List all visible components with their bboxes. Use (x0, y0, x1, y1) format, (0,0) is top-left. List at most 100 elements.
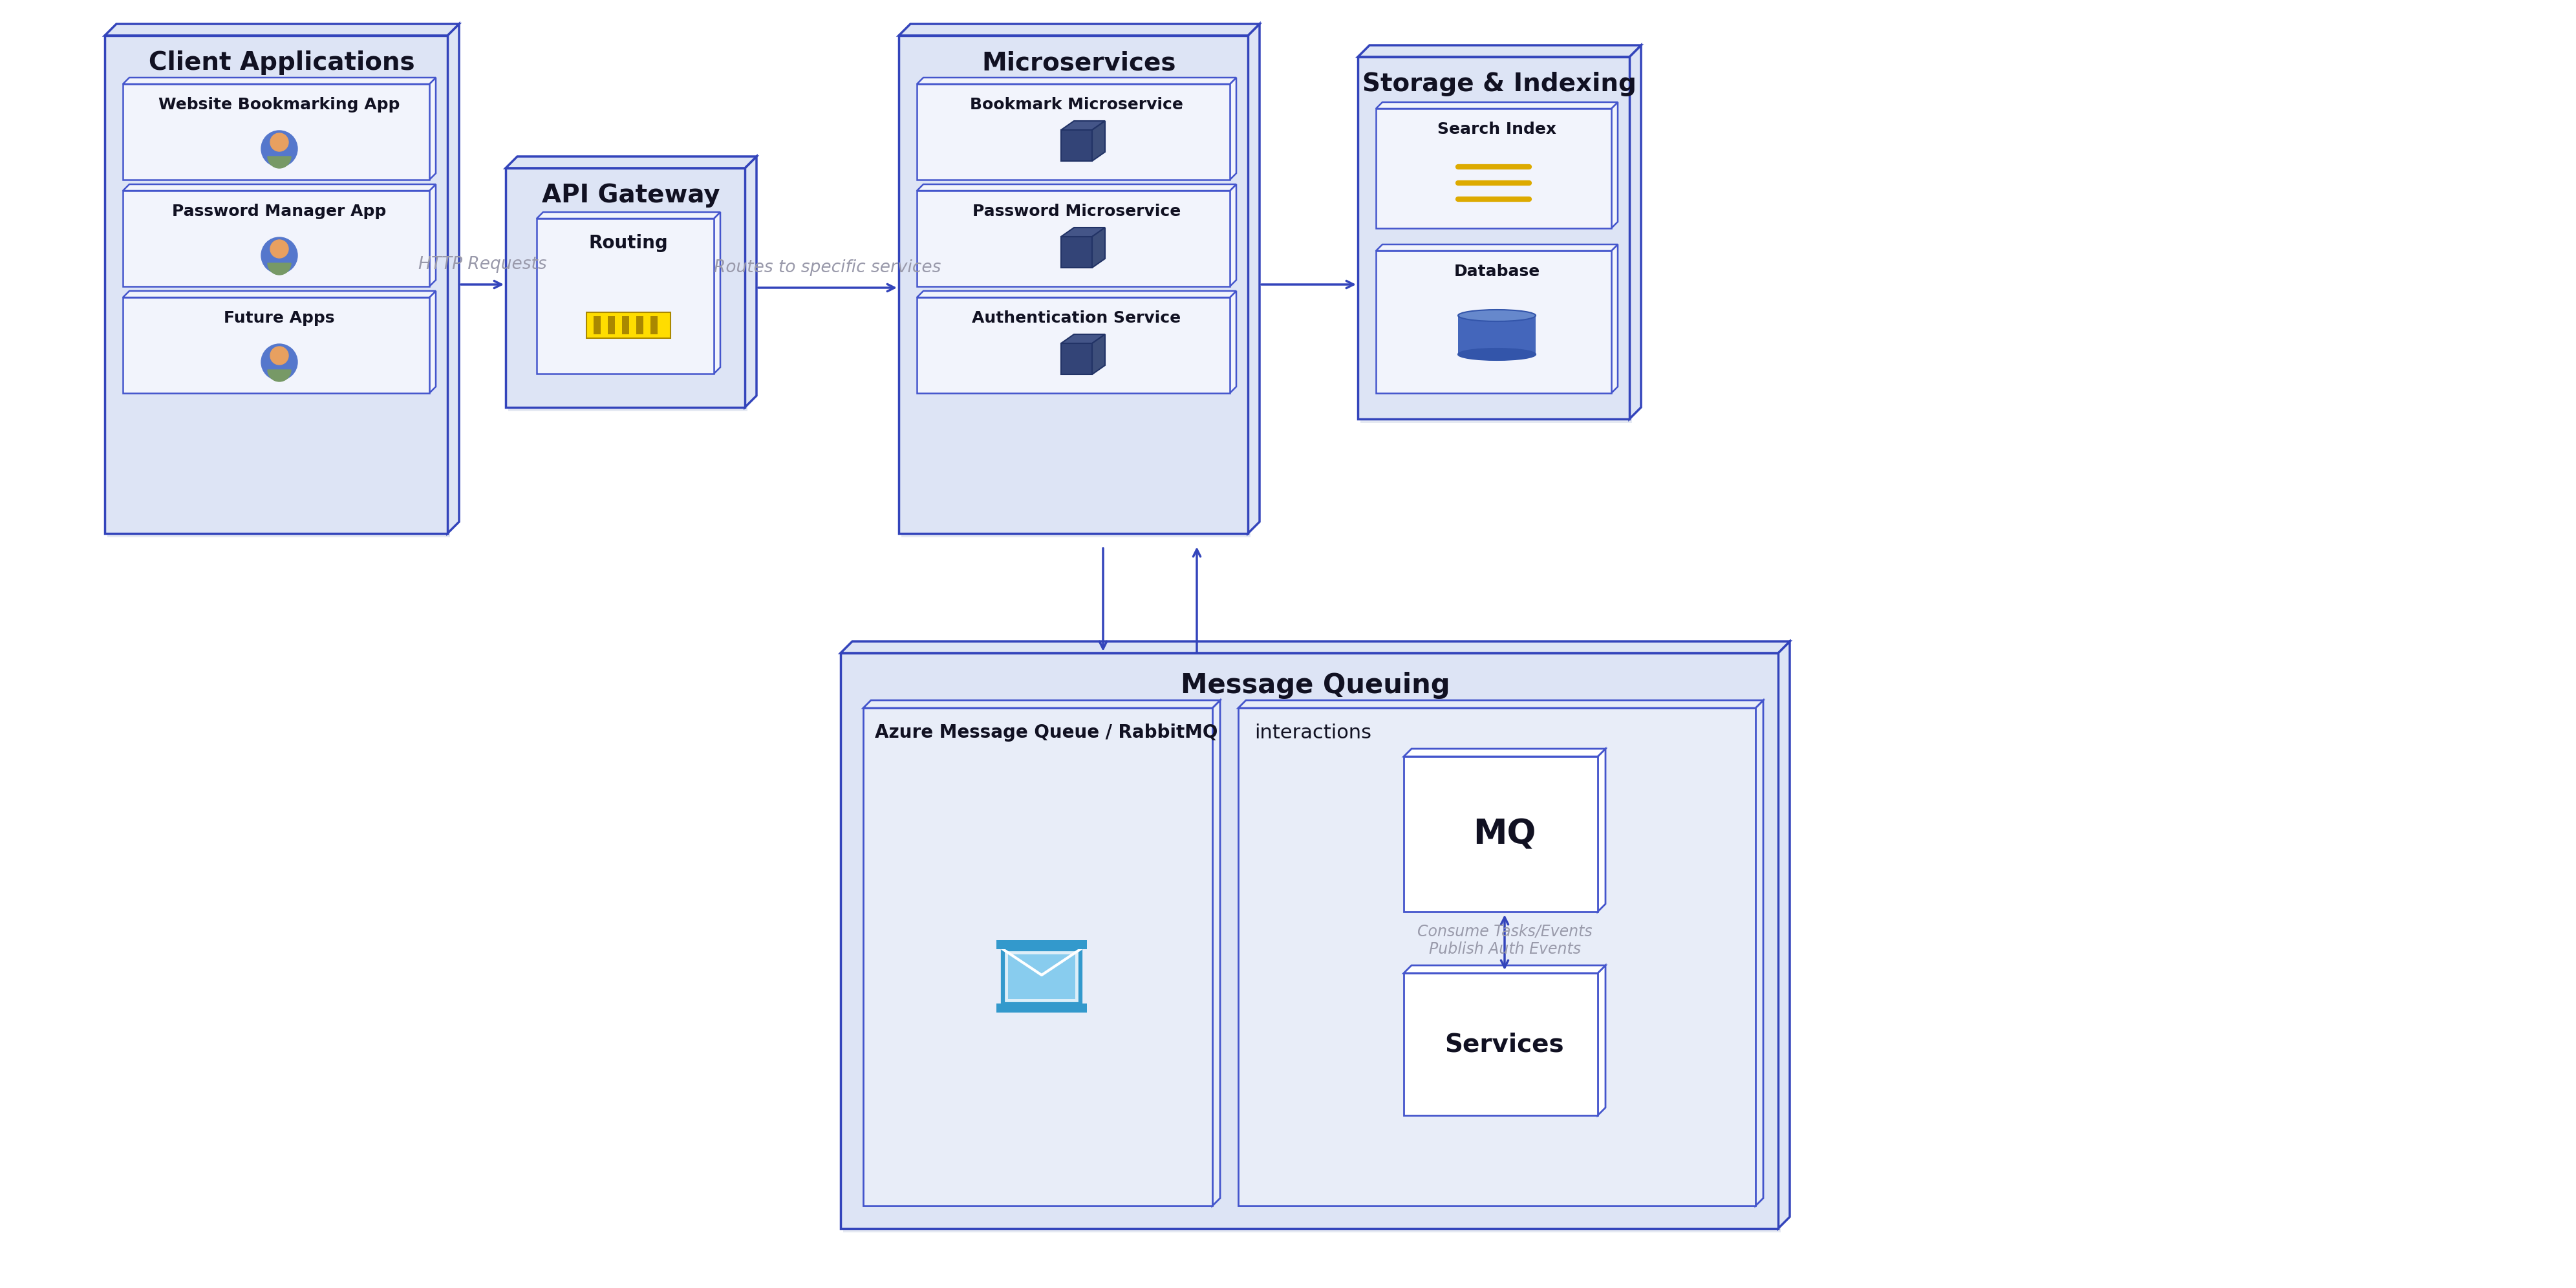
Polygon shape (1239, 701, 1762, 708)
Text: Bookmark Microservice: Bookmark Microservice (971, 97, 1182, 112)
Polygon shape (536, 213, 721, 219)
Polygon shape (1229, 184, 1236, 286)
Bar (1458, 316, 1535, 354)
Polygon shape (917, 291, 1236, 298)
Bar (1358, 57, 1631, 419)
Bar (106, 36, 448, 533)
Text: Password Manager App: Password Manager App (173, 204, 386, 219)
Polygon shape (430, 184, 435, 286)
Polygon shape (505, 156, 757, 169)
Wedge shape (268, 156, 291, 169)
Circle shape (260, 344, 296, 380)
Polygon shape (1061, 335, 1105, 344)
Polygon shape (448, 24, 459, 533)
Polygon shape (1404, 965, 1605, 974)
Bar (1404, 756, 1597, 912)
Circle shape (260, 237, 296, 273)
Text: Password Microservice: Password Microservice (971, 204, 1180, 219)
Bar (608, 316, 616, 335)
Text: Website Bookmarking App: Website Bookmarking App (160, 97, 399, 112)
Text: Publish Auth Events: Publish Auth Events (1430, 942, 1582, 957)
Polygon shape (1631, 45, 1641, 419)
Circle shape (270, 240, 289, 258)
Bar (1061, 344, 1092, 375)
Bar (899, 36, 1247, 533)
Polygon shape (714, 213, 721, 374)
Bar (917, 84, 1229, 180)
Bar (1360, 61, 1633, 422)
Bar (621, 316, 629, 335)
Polygon shape (106, 24, 459, 36)
Polygon shape (1092, 228, 1105, 268)
Bar (1239, 708, 1754, 1206)
Text: Client Applications: Client Applications (149, 50, 415, 75)
Wedge shape (268, 370, 291, 381)
Bar (1007, 954, 1074, 999)
Bar (124, 298, 430, 393)
Ellipse shape (1458, 309, 1535, 321)
Polygon shape (1358, 45, 1641, 57)
Ellipse shape (1458, 349, 1535, 361)
Text: HTTP Requests: HTTP Requests (417, 256, 546, 273)
Text: Routes to specific services: Routes to specific services (714, 259, 940, 276)
Polygon shape (917, 77, 1236, 84)
Bar (1404, 974, 1597, 1115)
Polygon shape (124, 291, 435, 298)
Text: Future Apps: Future Apps (224, 310, 335, 326)
Polygon shape (1597, 748, 1605, 912)
Polygon shape (840, 641, 1790, 653)
Bar (917, 191, 1229, 286)
Bar (997, 940, 1087, 949)
Bar (1002, 949, 1079, 1005)
Polygon shape (1229, 77, 1236, 180)
Text: Storage & Indexing: Storage & Indexing (1363, 72, 1636, 97)
Bar (592, 316, 600, 335)
Bar (917, 298, 1229, 393)
Bar (507, 173, 747, 411)
Bar (840, 653, 1777, 1229)
Bar (1376, 108, 1613, 228)
Polygon shape (1613, 102, 1618, 228)
Bar (997, 1003, 1087, 1012)
Text: Azure Message Queue / RabbitMQ: Azure Message Queue / RabbitMQ (876, 724, 1218, 742)
Polygon shape (1376, 245, 1618, 251)
Polygon shape (899, 24, 1260, 36)
Circle shape (270, 346, 289, 365)
Polygon shape (430, 291, 435, 393)
Circle shape (270, 133, 289, 151)
Text: Search Index: Search Index (1437, 121, 1556, 137)
Polygon shape (1061, 228, 1105, 237)
Polygon shape (1376, 102, 1618, 108)
Circle shape (260, 130, 296, 167)
Polygon shape (744, 156, 757, 407)
Text: interactions: interactions (1255, 723, 1370, 742)
Bar (842, 657, 1780, 1233)
Polygon shape (1597, 965, 1605, 1115)
Polygon shape (430, 77, 435, 180)
Polygon shape (1777, 641, 1790, 1229)
Bar (505, 169, 744, 407)
Bar (536, 219, 714, 374)
Polygon shape (124, 77, 435, 84)
Bar (863, 708, 1213, 1206)
Text: Microservices: Microservices (981, 50, 1177, 75)
Text: Database: Database (1453, 264, 1540, 279)
Polygon shape (124, 184, 435, 191)
Text: MQ: MQ (1473, 818, 1535, 851)
Polygon shape (1404, 748, 1605, 756)
Text: Consume Tasks/Events: Consume Tasks/Events (1417, 923, 1592, 939)
Polygon shape (917, 184, 1236, 191)
Polygon shape (1092, 335, 1105, 375)
Bar (108, 40, 451, 537)
Text: Authentication Service: Authentication Service (971, 310, 1180, 326)
Text: API Gateway: API Gateway (541, 183, 721, 207)
Bar (652, 316, 657, 335)
Polygon shape (1613, 245, 1618, 393)
Bar (124, 191, 430, 286)
Wedge shape (268, 263, 291, 274)
Polygon shape (1061, 121, 1105, 130)
Polygon shape (1754, 701, 1762, 1206)
Polygon shape (1092, 121, 1105, 161)
Text: Routing: Routing (590, 234, 667, 252)
Polygon shape (1213, 701, 1221, 1206)
